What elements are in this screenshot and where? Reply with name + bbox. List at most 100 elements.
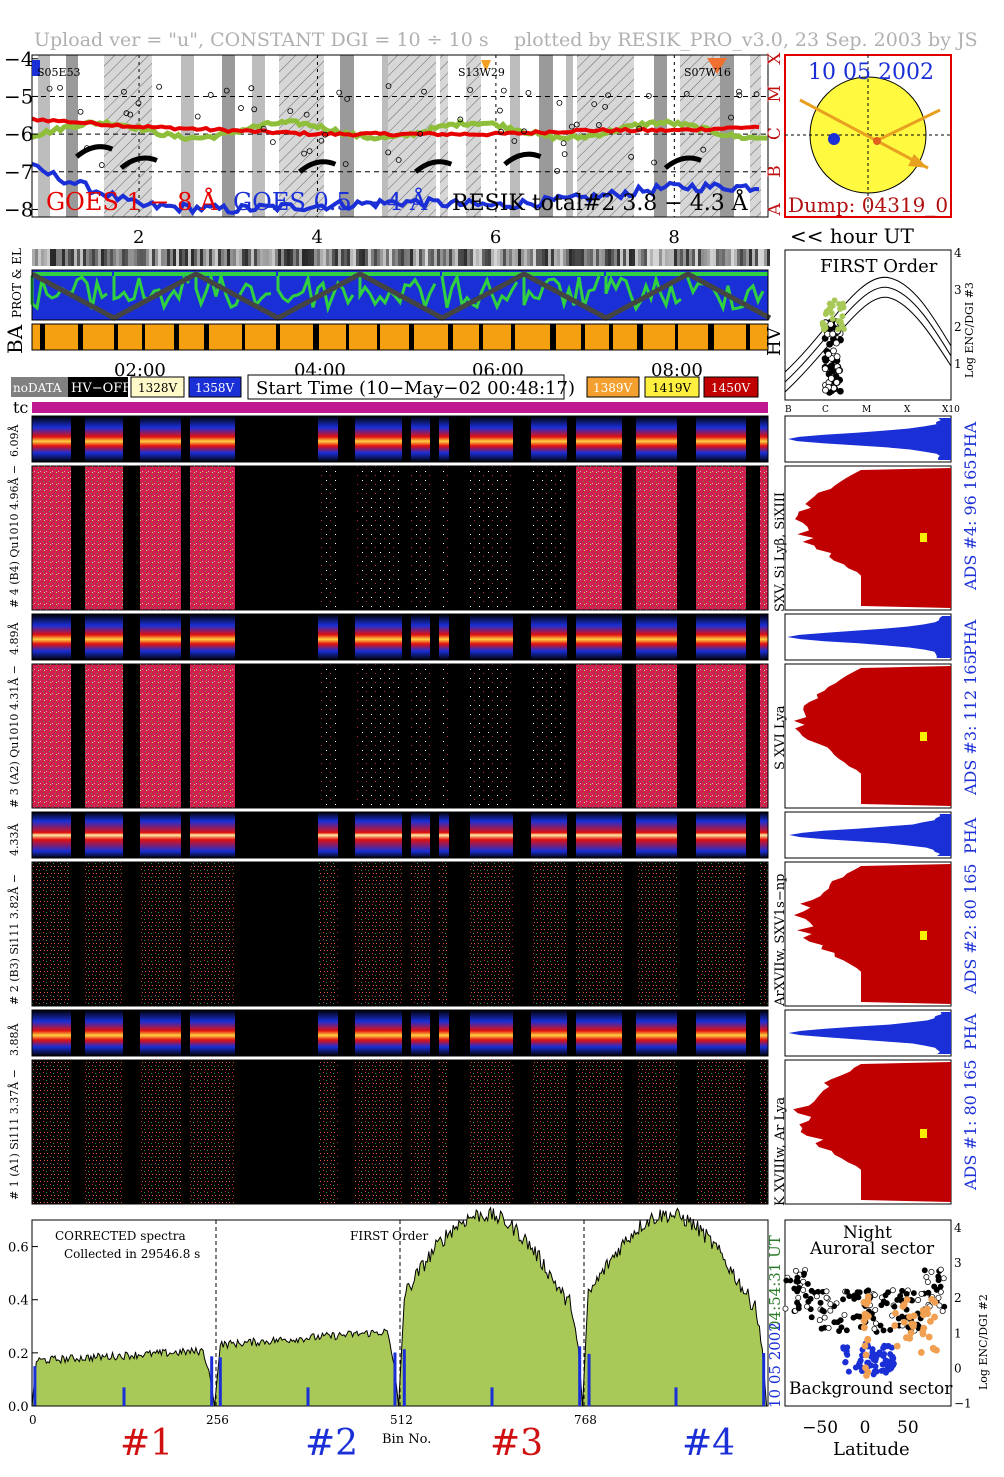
ba-black-segment xyxy=(346,324,349,350)
legend-nodata: noDATA xyxy=(13,381,62,395)
grayscale-cell xyxy=(83,249,86,266)
spectrum-column xyxy=(390,812,402,858)
spectrum-column xyxy=(733,1010,746,1056)
spectrum-panel-frame xyxy=(31,1009,769,1057)
grayscale-cell xyxy=(422,249,425,266)
orbit-point xyxy=(841,1311,848,1318)
observation-band xyxy=(654,55,667,217)
grayscale-cell xyxy=(224,249,227,266)
ch1-label: # 1 (A1) Si111 3.37Å − xyxy=(7,1069,21,1200)
grayscale-cell xyxy=(758,249,761,266)
ads-spectrum-profile xyxy=(793,1062,951,1202)
scatter-circle xyxy=(318,137,325,144)
grayscale-cell xyxy=(371,249,374,266)
grayscale-cell xyxy=(215,249,218,266)
grayscale-cell xyxy=(671,249,674,266)
grayscale-cell xyxy=(167,249,170,266)
orbit-ylabel: Log ENC/DGI #2 xyxy=(977,1294,990,1390)
spectrum-column xyxy=(576,1010,592,1056)
scatter-circle xyxy=(344,96,351,102)
grayscale-cell xyxy=(608,249,611,266)
orbit-point xyxy=(827,1301,834,1307)
spectrum-column xyxy=(32,614,47,660)
orbit-point xyxy=(851,1292,858,1299)
grayscale-cell xyxy=(497,249,500,266)
orbit-point xyxy=(915,1297,922,1303)
orbit-point xyxy=(783,1277,790,1284)
spectrum-column xyxy=(57,1060,71,1204)
orbit-ytick-label: 4 xyxy=(954,1221,962,1235)
spectrum-column xyxy=(152,862,168,1006)
orbit-point-orange xyxy=(864,1293,872,1300)
spectrum-column xyxy=(97,664,114,808)
grayscale-cell xyxy=(578,249,581,266)
header-left: Upload ver = "u", CONSTANT DGI = 10 ÷ 10… xyxy=(34,29,489,51)
orbit-point-orange xyxy=(925,1333,933,1341)
spectrum-column xyxy=(390,1060,402,1204)
spectrum-column xyxy=(531,1010,539,1056)
orbit-point xyxy=(782,1305,789,1312)
orbit-point xyxy=(877,1322,884,1329)
resik-black-segment xyxy=(298,159,337,174)
grayscale-cell xyxy=(365,249,368,266)
orbit-point xyxy=(844,1288,850,1295)
goes-panel: −4 −5 −6 −7 −8 2 4 6 8 S05E53 S13W29 S07W16 GOE… xyxy=(4,47,914,248)
spectrum-column xyxy=(760,664,768,808)
grayscale-cell xyxy=(494,249,497,266)
channel-1-label: #1 xyxy=(120,1423,173,1464)
spectrum-column xyxy=(733,664,746,808)
spectrum-column xyxy=(493,812,513,858)
goes-class-letter: C xyxy=(765,127,785,140)
hv-ytick-label: 3 xyxy=(954,283,962,297)
scatter-circle xyxy=(591,101,598,108)
grayscale-cell xyxy=(62,249,65,266)
spectrum-column xyxy=(114,812,123,858)
bottom-dividers xyxy=(215,1220,585,1406)
spectrum-column xyxy=(480,1010,493,1056)
spectrum-column xyxy=(411,664,430,808)
grayscale-cell xyxy=(599,249,602,266)
orbit-point-blue xyxy=(872,1351,879,1358)
spectrum-column xyxy=(592,466,609,610)
bottom-yticks: 0.0 0.2 0.4 0.6 xyxy=(8,1241,38,1415)
scatter-circle xyxy=(303,111,310,118)
grayscale-strip xyxy=(32,249,770,266)
grayscale-cell xyxy=(170,249,173,266)
scatter-circle xyxy=(700,146,707,153)
grayscale-cell xyxy=(512,249,515,266)
scatter-circle xyxy=(251,106,258,113)
orbit-point-blue xyxy=(844,1351,851,1358)
grayscale-cell xyxy=(317,249,320,266)
grayscale-cell xyxy=(749,249,752,266)
ads-marker xyxy=(920,533,927,542)
hv-point xyxy=(833,378,841,386)
spectrum-column xyxy=(168,812,181,858)
orbit-point-orange xyxy=(891,1322,899,1329)
spectrum-column xyxy=(760,812,768,858)
spectrum-column xyxy=(32,812,47,858)
grayscale-cell xyxy=(485,249,488,266)
orbit-point-blue xyxy=(845,1368,852,1375)
hv-point xyxy=(828,362,836,370)
tc-label: tc xyxy=(13,398,28,417)
hv-point xyxy=(827,320,835,328)
ads3-lines: S XVI Lya xyxy=(773,705,788,770)
orbit-point-orange xyxy=(920,1324,928,1332)
grayscale-cell xyxy=(527,249,530,266)
hv-xtick-label: X xyxy=(904,405,911,415)
spectrum-column xyxy=(439,466,449,610)
grayscale-cell xyxy=(665,249,668,266)
grayscale-cell xyxy=(722,249,725,266)
spectrum-column xyxy=(318,614,328,660)
orbit-night: Night xyxy=(843,1223,892,1243)
channel-labels: 6.09Å # 4 (B4) Qu1010 4.96Å − 4.89Å # 3 … xyxy=(7,424,21,1200)
hv-point xyxy=(827,374,835,382)
spectrum-panel-frame xyxy=(31,663,769,809)
grayscale-cell xyxy=(491,249,494,266)
grayscale-cell xyxy=(581,249,584,266)
goes-xtick-label: 6 xyxy=(490,227,501,248)
spectrum-column xyxy=(480,664,493,808)
scatter-circle xyxy=(728,114,734,121)
observation-band xyxy=(145,55,152,217)
scatter-circle xyxy=(736,88,742,95)
